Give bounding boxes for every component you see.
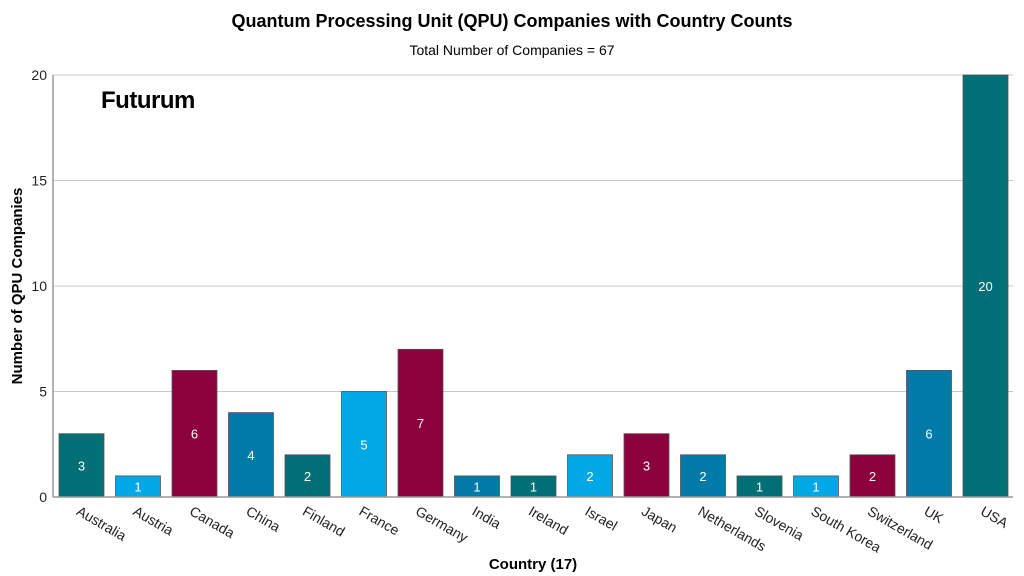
data-label: 2: [699, 469, 706, 484]
data-label: 4: [247, 448, 254, 463]
bar-usa: [962, 74, 1009, 498]
bar-netherlands: [680, 454, 726, 498]
y-tick-label: 20: [31, 67, 47, 83]
x-axis-label: Country (17): [489, 556, 577, 573]
data-label: 6: [191, 427, 198, 442]
data-label: 1: [812, 479, 819, 494]
bar-switzerland: [849, 454, 896, 498]
x-tick-label: USA: [978, 503, 1012, 532]
bar-israel: [567, 454, 613, 498]
y-tick-label: 0: [39, 489, 47, 505]
x-tick-label: India: [470, 503, 504, 532]
y-tick-label: 10: [31, 278, 47, 294]
x-tick-label: Japan: [639, 503, 680, 536]
y-axis-ticks: 0 5 10 15 20: [31, 67, 47, 505]
x-tick-label: Australia: [74, 503, 129, 544]
x-axis-ticks: Australia Austria Canada China Finland France…: [74, 503, 1012, 556]
data-label: 5: [360, 437, 367, 452]
y-tick-label: 15: [31, 173, 47, 189]
x-tick-label: Austria: [131, 503, 177, 539]
bar-finland: [284, 454, 331, 498]
x-tick-label: Germany: [413, 503, 471, 546]
data-label: 7: [417, 416, 424, 431]
bar-uk: [906, 369, 952, 498]
data-label: 1: [530, 479, 537, 494]
bar-germany: [397, 348, 444, 498]
y-tick-label: 5: [39, 384, 47, 400]
x-tick-label: Finland: [300, 503, 348, 540]
chart-subtitle: Total Number of Companies = 67: [409, 42, 614, 58]
chart-title: Quantum Processing Unit (QPU) Companies …: [231, 11, 792, 31]
data-label: 2: [586, 469, 593, 484]
data-label: 6: [925, 427, 932, 442]
x-tick-label: France: [357, 503, 403, 539]
bar-china: [228, 412, 274, 498]
x-tick-label: Ireland: [526, 503, 571, 538]
data-label: 1: [134, 479, 141, 494]
x-tick-label: UK: [922, 503, 947, 527]
x-tick-label: Israel: [583, 503, 621, 534]
gridlines: [53, 74, 1013, 392]
bar-australia: [58, 433, 105, 498]
data-label: 3: [643, 458, 650, 473]
data-label: 3: [78, 458, 85, 473]
data-label: 2: [304, 469, 311, 484]
data-label: 1: [473, 479, 480, 494]
data-label: 2: [869, 469, 876, 484]
x-tick-label: China: [244, 503, 284, 535]
data-label: 20: [978, 279, 992, 294]
futurum-logo: Futurum: [101, 87, 195, 114]
x-tick-label: Canada: [187, 503, 238, 541]
bars: 3 1 6 4 2 5 7 1 1 2 3 2 1 1 2 6 20: [58, 74, 1009, 498]
data-label: 1: [756, 479, 763, 494]
y-axis-label: Number of QPU Companies: [9, 188, 26, 385]
bar-canada: [171, 369, 218, 498]
bar-japan: [623, 433, 670, 498]
